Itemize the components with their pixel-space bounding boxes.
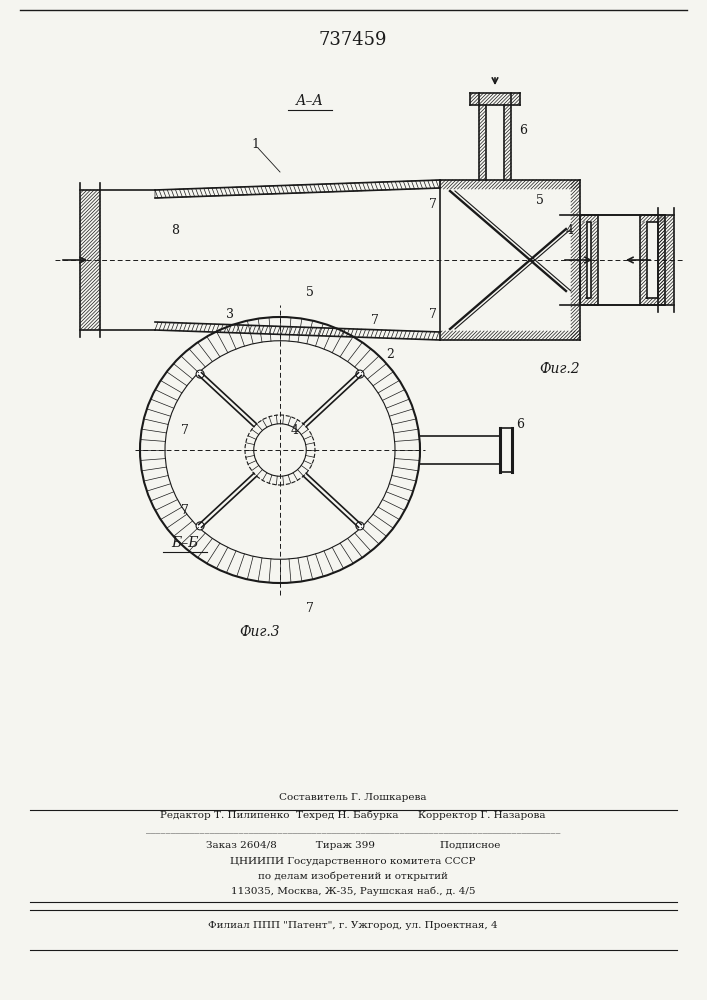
Text: 6: 6 xyxy=(516,418,524,432)
Text: 7: 7 xyxy=(181,424,189,436)
Text: 7: 7 xyxy=(306,601,314,614)
Text: Фиг.2: Фиг.2 xyxy=(539,362,580,376)
Text: 113035, Москва, Ж-35, Раушская наб., д. 4/5: 113035, Москва, Ж-35, Раушская наб., д. … xyxy=(230,886,475,896)
Text: по делам изобретений и открытий: по делам изобретений и открытий xyxy=(258,871,448,881)
Text: Редактор Т. Пилипенко  Техред Н. Бабурка      Корректор Г. Назарова: Редактор Т. Пилипенко Техред Н. Бабурка … xyxy=(160,810,546,820)
Text: 3: 3 xyxy=(226,308,234,322)
Text: 2: 2 xyxy=(386,349,394,361)
Text: 7: 7 xyxy=(181,504,189,516)
Circle shape xyxy=(196,370,204,378)
Text: Составитель Г. Лошкарева: Составитель Г. Лошкарева xyxy=(279,792,427,802)
Text: ________________________________________________________________________________: ________________________________________… xyxy=(146,826,560,834)
Text: 8: 8 xyxy=(171,224,179,236)
Text: 6: 6 xyxy=(519,123,527,136)
Text: 5: 5 xyxy=(536,194,544,207)
Text: 4: 4 xyxy=(291,424,299,436)
Text: ЦНИИПИ Государственного комитета СССР: ЦНИИПИ Государственного комитета СССР xyxy=(230,856,476,865)
Text: 737459: 737459 xyxy=(319,31,387,49)
Text: Заказ 2604/8            Тираж 399                    Подписное: Заказ 2604/8 Тираж 399 Подписное xyxy=(206,840,500,850)
Circle shape xyxy=(356,370,364,378)
Text: 5: 5 xyxy=(306,286,314,298)
Text: Б–Б: Б–Б xyxy=(171,536,199,550)
Circle shape xyxy=(196,522,204,530)
Text: А–А: А–А xyxy=(296,94,324,108)
Text: 7: 7 xyxy=(429,308,437,322)
Text: 7: 7 xyxy=(429,198,437,212)
Circle shape xyxy=(356,522,364,530)
Text: 1: 1 xyxy=(251,138,259,151)
Text: Филиал ППП "Патент", г. Ужгород, ул. Проектная, 4: Филиал ППП "Патент", г. Ужгород, ул. Про… xyxy=(208,920,498,930)
Text: 7: 7 xyxy=(371,314,379,326)
Text: Фиг.3: Фиг.3 xyxy=(240,625,280,639)
Text: 4: 4 xyxy=(566,224,574,236)
